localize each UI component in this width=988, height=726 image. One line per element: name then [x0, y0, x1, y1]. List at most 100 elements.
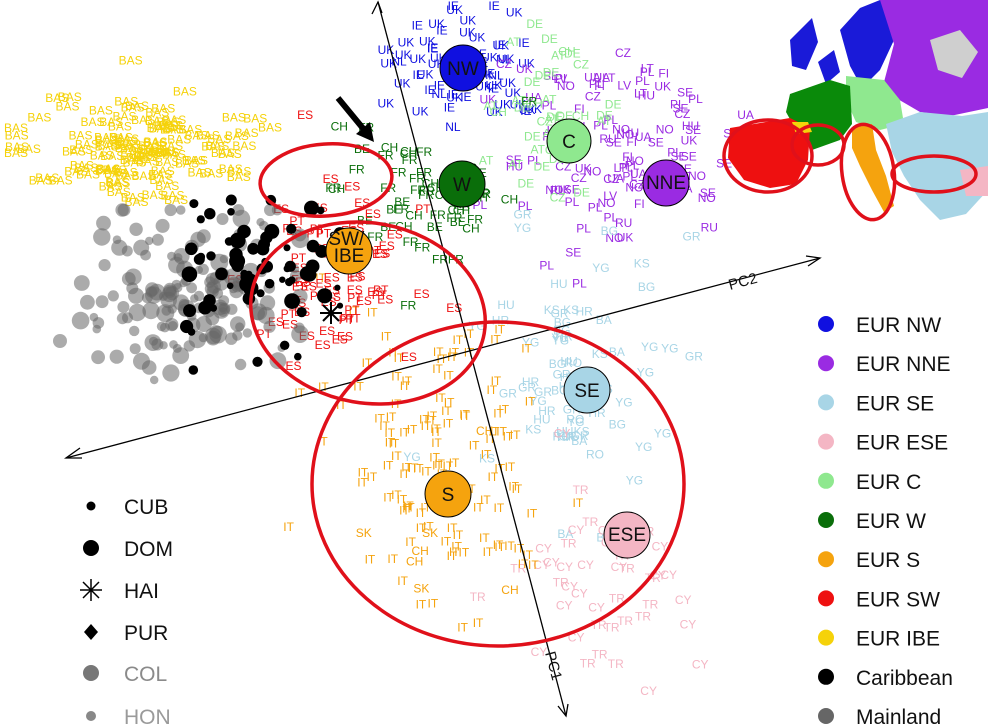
- point-label: IT: [362, 356, 373, 370]
- point-label: IT: [459, 407, 470, 421]
- point-label: UK: [395, 48, 412, 62]
- point-label: CH: [400, 145, 417, 159]
- point-label: IT: [453, 333, 464, 347]
- point-label: IT: [416, 506, 427, 520]
- point-label: BAS: [133, 150, 157, 164]
- caribbean-point: [183, 304, 197, 318]
- mainland-point: [141, 360, 157, 375]
- mainland-point: [142, 302, 160, 320]
- legend-item-mainland: Mainland: [818, 706, 941, 726]
- point-label: UA: [607, 171, 624, 185]
- point-label: IE: [518, 36, 529, 50]
- point-label: BAS: [227, 170, 251, 184]
- mainland-point: [193, 290, 205, 302]
- point-label: IT: [407, 423, 418, 437]
- mainland-point: [125, 268, 142, 286]
- point-label: HU: [556, 425, 573, 439]
- point-label: CH: [422, 177, 439, 191]
- point-label: BE: [386, 202, 402, 216]
- point-label: YG: [522, 335, 539, 349]
- cluster-nw: NW: [439, 44, 487, 92]
- point-label: BAS: [81, 115, 105, 129]
- mainland-point: [218, 295, 230, 306]
- point-label: BAS: [139, 146, 163, 160]
- mainland-point: [91, 350, 105, 365]
- point-label: BAS: [131, 113, 155, 127]
- legend-item-eur-se: EUR SE: [818, 392, 934, 415]
- point-label: IT: [399, 467, 410, 481]
- point-label: UK: [412, 105, 429, 119]
- point-label: IT: [421, 464, 432, 478]
- mainland-point: [160, 322, 170, 333]
- point-label: BAS: [155, 179, 179, 193]
- point-label: IT: [527, 507, 538, 521]
- point-label: IT: [447, 350, 458, 364]
- point-label: IT: [453, 528, 464, 542]
- point-label: YG: [635, 440, 652, 454]
- point-label: BAS: [103, 163, 127, 177]
- point-label: FR: [430, 208, 446, 222]
- point-label: IT: [336, 398, 347, 412]
- point-label: IT: [483, 545, 494, 559]
- point-label: GR: [559, 429, 577, 443]
- point-label: BAS: [219, 162, 243, 176]
- point-label: DE: [514, 101, 531, 115]
- point-label: IT: [315, 271, 326, 285]
- point-label: TR: [592, 648, 608, 662]
- mainland-point: [291, 325, 309, 344]
- point-label: ES: [301, 279, 317, 293]
- mainland-point: [129, 222, 143, 236]
- point-label: NO: [698, 191, 716, 205]
- point-label: CH: [501, 193, 518, 207]
- point-label: BA: [571, 434, 587, 448]
- point-label: BAS: [145, 145, 169, 159]
- point-label: CH: [381, 141, 398, 155]
- point-label: PT: [415, 202, 431, 216]
- point-label: AT: [542, 92, 557, 106]
- caribbean-point: [196, 215, 205, 224]
- point-label: BAS: [117, 137, 141, 151]
- caribbean-point: [334, 284, 341, 291]
- point-label: SE: [543, 69, 559, 83]
- point-label: BAS: [235, 126, 259, 140]
- point-label: ES: [347, 283, 363, 297]
- point-label: BAS: [126, 151, 150, 165]
- point-label: ES: [337, 330, 353, 344]
- mainland-point: [218, 303, 228, 313]
- point-label: FI: [622, 150, 633, 164]
- point-label: BE: [394, 195, 410, 209]
- point-label: AT: [506, 35, 521, 49]
- point-label: BAS: [27, 110, 51, 124]
- point-label: SE: [700, 186, 716, 200]
- point-label: GR: [551, 306, 569, 320]
- point-label: BAS: [145, 106, 169, 120]
- point-label: IT: [514, 542, 525, 556]
- point-label: PL: [619, 161, 634, 175]
- point-label: BAS: [140, 143, 164, 157]
- point-label: FR: [367, 230, 383, 244]
- point-label: GR: [683, 230, 701, 244]
- point-label: BAS: [225, 129, 249, 143]
- point-label: BAS: [113, 110, 137, 124]
- point-label: IT: [443, 369, 454, 383]
- point-label: ES: [374, 247, 390, 261]
- point-label: IT: [460, 409, 471, 423]
- highlight-circle-fr: [258, 142, 394, 218]
- point-label: PL: [604, 211, 619, 225]
- point-label: IT: [432, 459, 443, 473]
- mainland-point: [232, 209, 251, 228]
- point-label: IT: [451, 540, 462, 554]
- mainland-point: [73, 275, 90, 291]
- point-label: UK: [394, 76, 411, 90]
- point-label: BAS: [142, 188, 166, 202]
- point-label: BAS: [145, 114, 169, 128]
- point-label: BAS: [154, 119, 178, 133]
- legend-swatch: [818, 472, 834, 489]
- point-label: SK: [413, 581, 429, 595]
- point-label: PL: [667, 145, 682, 159]
- point-label: BAS: [159, 118, 183, 132]
- svg-text:W: W: [453, 175, 471, 196]
- point-label: IT: [358, 466, 369, 480]
- point-label: CH: [476, 424, 493, 438]
